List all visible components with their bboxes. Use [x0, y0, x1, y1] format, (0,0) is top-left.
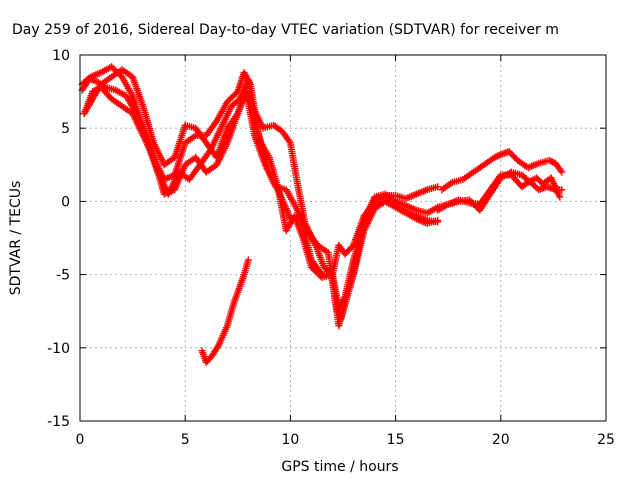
data-point [558, 168, 566, 176]
data-point [545, 156, 553, 164]
series-track-6 [438, 148, 566, 194]
x-tick-label: 25 [597, 432, 615, 448]
data-point [244, 256, 252, 264]
y-tick-label: -5 [56, 268, 70, 284]
y-tick-label: -10 [47, 341, 70, 357]
y-axis-ticks: -15 -10 -5 0 5 10 [47, 48, 606, 430]
chart-title: Day 259 of 2016, Sidereal Day-to-day VTE… [12, 22, 559, 38]
y-tick-label: 5 [61, 121, 70, 137]
series-track-8 [434, 168, 566, 214]
data-point [556, 193, 564, 201]
data-marks [78, 63, 566, 366]
y-tick-label: 0 [61, 194, 70, 210]
x-axis-label: GPS time / hours [281, 459, 398, 475]
series-track-5 [198, 256, 252, 366]
y-axis-label: SDTVAR / TECUs [8, 181, 24, 296]
data-point [548, 158, 556, 166]
data-point [491, 154, 498, 161]
data-point [285, 137, 293, 145]
x-tick-label: 20 [492, 432, 510, 448]
series-track-1 [78, 63, 442, 279]
y-tick-label: 10 [52, 48, 70, 64]
series-track-4 [80, 83, 442, 315]
data-point [434, 218, 442, 226]
grid-lines [80, 55, 606, 421]
data-point [434, 183, 442, 191]
x-tick-label: 0 [76, 432, 85, 448]
y-tick-label: -15 [47, 414, 70, 430]
data-point [558, 186, 566, 194]
x-tick-label: 15 [387, 432, 405, 448]
x-tick-label: 5 [181, 432, 190, 448]
x-tick-label: 10 [281, 432, 299, 448]
plot-frame [79, 54, 607, 422]
x-axis-ticks: 0 5 10 15 20 25 [76, 55, 615, 448]
data-point [547, 157, 555, 165]
